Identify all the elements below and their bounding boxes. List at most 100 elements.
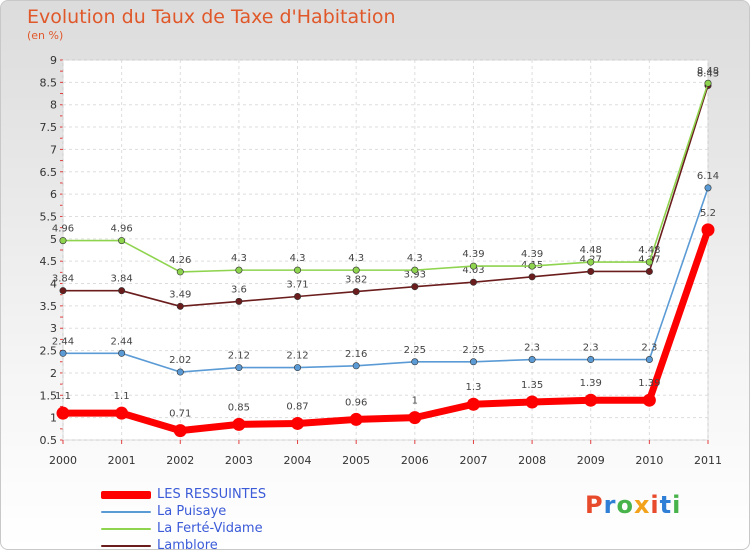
data-label: 4.48	[638, 245, 660, 256]
y-tick-label: 5	[50, 233, 57, 246]
proxiti-logo: Proxiti	[585, 491, 681, 519]
data-label: 6.14	[697, 171, 719, 182]
data-point	[59, 237, 67, 245]
data-label: 4.96	[52, 224, 74, 235]
data-point	[525, 395, 539, 409]
data-point	[352, 362, 360, 370]
x-tick-label: 2000	[49, 454, 77, 467]
data-point	[645, 258, 653, 266]
data-label: 2.44	[52, 336, 74, 347]
y-tick-label: 8	[50, 99, 57, 112]
data-label: 3.84	[111, 274, 133, 285]
legend: LES RESSUINTES La Puisaye La Ferté-Vidame L…	[101, 486, 266, 550]
data-point	[587, 258, 595, 266]
data-label: 8.48	[697, 66, 719, 77]
legend-label: La Puisaye	[157, 504, 227, 519]
y-tick-label: 5.5	[40, 210, 58, 223]
data-point	[411, 283, 419, 291]
y-tick-label: 4	[50, 278, 57, 291]
data-point	[704, 184, 712, 192]
chart-title: Evolution du Taux de Taxe d'Habitation	[27, 6, 396, 28]
data-label: 3.49	[169, 289, 191, 300]
data-label: 2.25	[462, 345, 484, 356]
data-point	[587, 267, 595, 275]
series-line	[62, 82, 709, 273]
y-tick-label: 1	[50, 412, 57, 425]
data-point	[118, 349, 126, 357]
data-label: 2.16	[345, 349, 367, 360]
data-point	[235, 266, 243, 274]
data-label: 2.12	[228, 351, 250, 362]
data-point	[173, 424, 187, 438]
data-point	[466, 397, 480, 411]
x-tick-label: 2006	[401, 454, 429, 467]
data-point	[235, 364, 243, 372]
logo-letter: i	[672, 491, 682, 519]
y-tick-label: 2.5	[40, 345, 58, 358]
y-tick-label: 8.5	[40, 76, 58, 89]
series-line	[62, 187, 709, 373]
data-label: 3.93	[404, 270, 426, 281]
data-label: 5.2	[700, 208, 716, 219]
data-label: 1.1	[114, 391, 130, 402]
data-label: 4.3	[231, 253, 247, 264]
data-point	[528, 273, 536, 281]
data-label: 1	[412, 396, 418, 407]
legend-item: LES RESSUINTES	[101, 486, 266, 503]
data-point	[408, 411, 422, 425]
data-label: 3.84	[52, 274, 74, 285]
logo-letter: P	[585, 491, 604, 519]
legend-item: La Ferté-Vidame	[101, 520, 266, 537]
data-point	[411, 266, 419, 274]
data-label: 3.71	[286, 279, 308, 290]
data-point	[528, 356, 536, 364]
y-tick-label: 1.5	[40, 389, 58, 402]
data-label: 0.71	[169, 409, 191, 420]
x-tick-label: 2001	[108, 454, 136, 467]
data-label: 2.3	[524, 343, 540, 354]
data-label: 2.3	[641, 343, 657, 354]
data-label: 4.3	[348, 253, 364, 264]
data-point	[645, 267, 653, 275]
data-point	[232, 417, 246, 431]
data-point	[176, 368, 184, 376]
data-point	[584, 393, 598, 407]
data-label: 2.44	[111, 336, 133, 347]
legend-item: La Puisaye	[101, 503, 266, 520]
data-point	[118, 287, 126, 295]
legend-swatch	[101, 527, 151, 530]
legend-swatch	[101, 490, 151, 499]
series-line	[59, 226, 712, 435]
data-point	[115, 406, 129, 420]
data-point	[352, 288, 360, 296]
y-tick-label: 7.5	[40, 121, 58, 134]
data-point	[294, 292, 302, 300]
y-tick-label: 3.5	[40, 300, 58, 313]
y-tick-label: 2	[50, 367, 57, 380]
legend-label: Lamblore	[157, 538, 218, 550]
data-point	[118, 237, 126, 245]
data-label: 2.3	[583, 343, 599, 354]
data-label: 1.1	[55, 391, 71, 402]
x-tick-label: 2011	[694, 454, 722, 467]
logo-letter: t	[659, 491, 673, 519]
legend-label: LES RESSUINTES	[157, 487, 267, 502]
legend-swatch	[101, 544, 151, 547]
y-tick-label: 9	[50, 54, 57, 67]
logo-letter: i	[650, 491, 660, 519]
data-label: 4.39	[521, 249, 543, 260]
data-label: 4.03	[462, 265, 484, 276]
legend-item: Lamblore	[101, 537, 266, 550]
data-label: 2.02	[169, 355, 191, 366]
data-point	[528, 262, 536, 270]
data-point	[645, 356, 653, 364]
x-tick-label: 2004	[284, 454, 312, 467]
data-point	[176, 268, 184, 276]
y-tick-label: 6	[50, 188, 57, 201]
data-point	[469, 278, 477, 286]
data-label: 8.43	[697, 68, 719, 79]
data-point	[704, 79, 712, 87]
data-point	[59, 287, 67, 295]
y-tick-label: 0.5	[40, 434, 58, 447]
